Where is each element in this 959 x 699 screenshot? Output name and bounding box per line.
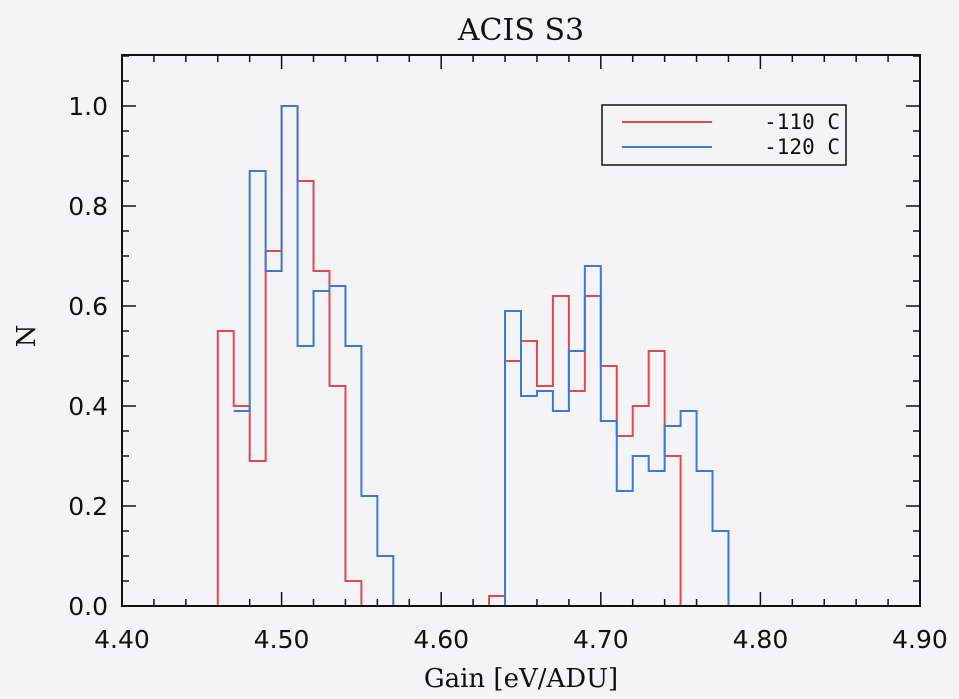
x-tick-label: 4.40 [94,625,150,654]
chart-title: ACIS S3 [457,13,584,48]
x-tick-label: 4.60 [413,625,469,654]
x-tick-label: 4.70 [573,625,629,654]
y-tick-label: 0.8 [68,192,108,221]
x-tick-label: 4.90 [892,625,948,654]
plot-area [137,105,745,607]
x-tick-label: 4.80 [733,625,789,654]
y-tick-label: 0.6 [68,292,108,321]
legend-box [601,104,847,166]
legend-label-series-2: -120 C [764,135,840,159]
legend-label-series-1: -110 C [764,110,840,134]
legend: -110 C -120 C [601,104,847,166]
series-line-1 [137,105,697,607]
x-axis-label: Gain [eV/ADU] [424,664,618,694]
x-tick-label: 4.50 [254,625,310,654]
series-line-2 [233,105,745,607]
y-axis-label: N [12,325,42,348]
y-tick-label: 0.4 [68,392,108,421]
y-tick-label: 1.0 [68,92,108,121]
plot-frame [121,54,921,607]
y-tick-label: 0.0 [68,592,108,621]
tick-labels: 4.40 4.50 4.60 4.70 4.80 4.90 0.0 0.2 0.4 0.6 0.8 1… [68,92,948,654]
y-tick-label: 0.2 [68,492,108,521]
